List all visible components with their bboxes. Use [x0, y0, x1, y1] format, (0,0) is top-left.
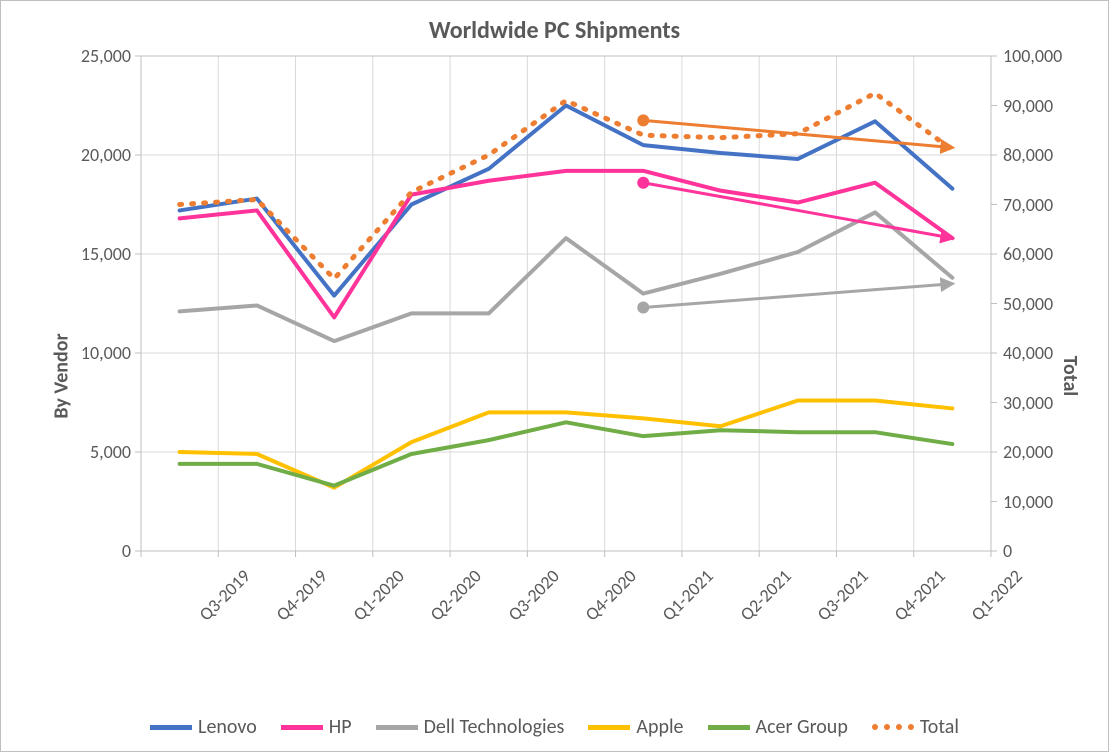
- legend-swatch: [376, 725, 418, 730]
- legend-label: Lenovo: [198, 715, 257, 739]
- y2-tick-label: 90,000: [1003, 95, 1083, 117]
- legend-swatch: [281, 725, 323, 730]
- legend-swatch: [588, 725, 630, 730]
- y2-tick-label: 50,000: [1003, 293, 1083, 315]
- legend-label: Dell Technologies: [424, 715, 565, 739]
- legend-swatch: [872, 724, 914, 730]
- trendline-start-marker: [637, 301, 649, 313]
- y1-tick-label: 10,000: [61, 342, 131, 364]
- legend-item: HP: [281, 715, 352, 739]
- y2-tick-label: 40,000: [1003, 342, 1083, 364]
- y1-tick-label: 20,000: [61, 144, 131, 166]
- y2-tick-label: 80,000: [1003, 144, 1083, 166]
- legend-swatch: [708, 725, 750, 730]
- trendline: [643, 120, 952, 147]
- legend-item: Acer Group: [708, 715, 848, 739]
- legend-swatch: [150, 725, 192, 730]
- legend-item: Lenovo: [150, 715, 257, 739]
- trendline: [643, 183, 952, 238]
- y2-tick-label: 100,000: [1003, 45, 1083, 67]
- trendline-start-marker: [637, 177, 649, 189]
- legend-label: Apple: [636, 715, 683, 739]
- chart-legend: Lenovo HP Dell Technologies Apple Acer Group…: [1, 715, 1108, 739]
- chart-plot: [1, 1, 1109, 753]
- legend-item: Apple: [588, 715, 683, 739]
- y2-tick-label: 10,000: [1003, 491, 1083, 513]
- y1-tick-label: 0: [61, 540, 131, 562]
- y2-tick-label: 60,000: [1003, 243, 1083, 265]
- trendline: [643, 284, 952, 308]
- legend-item: Total: [872, 715, 959, 739]
- y1-tick-label: 15,000: [61, 243, 131, 265]
- legend-item: Dell Technologies: [376, 715, 565, 739]
- trendline-start-marker: [637, 114, 649, 126]
- legend-label: Acer Group: [756, 715, 848, 739]
- chart-container: Worldwide PC Shipments By Vendor Total 0…: [0, 0, 1109, 752]
- y2-tick-label: 30,000: [1003, 392, 1083, 414]
- y2-tick-label: 20,000: [1003, 441, 1083, 463]
- y1-tick-label: 5,000: [61, 441, 131, 463]
- y2-tick-label: 0: [1003, 540, 1083, 562]
- legend-label: Total: [920, 715, 959, 739]
- y1-tick-label: 25,000: [61, 45, 131, 67]
- legend-label: HP: [329, 715, 352, 739]
- y2-tick-label: 70,000: [1003, 194, 1083, 216]
